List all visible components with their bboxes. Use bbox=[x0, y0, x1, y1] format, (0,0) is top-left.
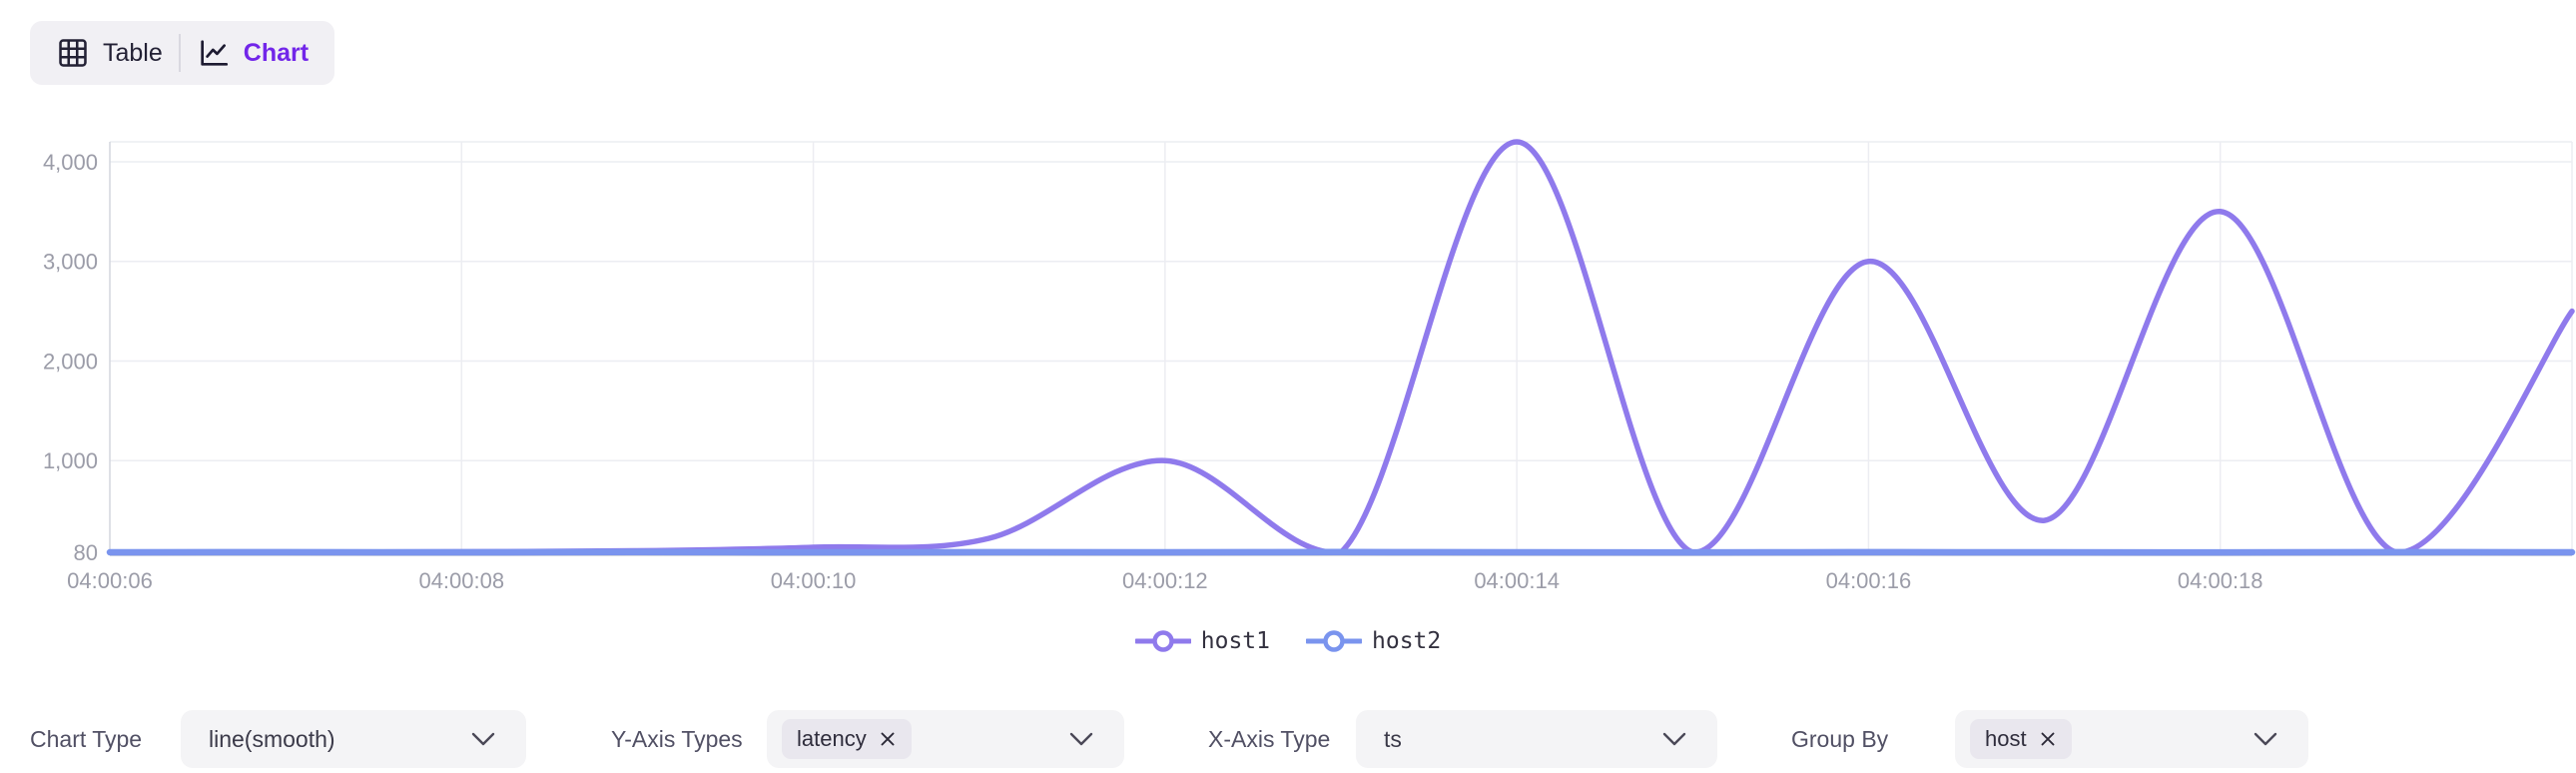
x-tick-label: 04:00:14 bbox=[1474, 568, 1560, 593]
table-view-label: Table bbox=[103, 38, 163, 67]
latency-tag-label: latency bbox=[797, 726, 867, 751]
table-icon bbox=[59, 39, 87, 67]
x-axis-type-label: X-Axis Type bbox=[1208, 726, 1331, 752]
x-tick-label: 04:00:16 bbox=[1826, 568, 1912, 593]
legend-item-host2[interactable]: host2 bbox=[1306, 628, 1441, 654]
x-axis-type-select[interactable]: ts bbox=[1356, 710, 1717, 768]
latency-tag: latency bbox=[782, 719, 912, 759]
chart-type-select[interactable]: line(smooth) bbox=[181, 710, 526, 768]
x-tick-label: 04:00:12 bbox=[1122, 568, 1208, 593]
y-tick-label: 80 bbox=[74, 540, 98, 565]
remove-icon[interactable] bbox=[2039, 730, 2057, 748]
view-toggle: Table Chart bbox=[30, 21, 335, 85]
legend-item-label: host2 bbox=[1372, 628, 1442, 654]
toggle-divider bbox=[178, 34, 181, 72]
host1-line bbox=[107, 139, 2575, 555]
chart-controls: Chart Type line(smooth) Y-Axis Types lat… bbox=[0, 710, 2576, 768]
chevron-down-icon bbox=[1662, 732, 1686, 746]
x-tick-label: 04:00:06 bbox=[67, 568, 153, 593]
remove-icon[interactable] bbox=[879, 730, 897, 748]
y-tick-label: 1,000 bbox=[43, 448, 98, 473]
x-tick-label: 04:00:08 bbox=[418, 568, 504, 593]
y-tick-label: 3,000 bbox=[43, 250, 98, 275]
legend-item-label: host1 bbox=[1200, 628, 1270, 654]
chart-line-icon bbox=[201, 40, 228, 66]
table-view-button[interactable]: Table bbox=[40, 21, 179, 85]
chevron-down-icon bbox=[1069, 732, 1093, 746]
line-chart: 80 1,000 2,000 3,000 4,000 04:00:06 04:00:08 04… bbox=[43, 139, 2576, 593]
legend-line-marker-icon bbox=[1306, 630, 1362, 652]
chart-view-button[interactable]: Chart bbox=[181, 21, 324, 85]
y-tick-label: 4,000 bbox=[43, 150, 98, 175]
x-tick-label: 04:00:10 bbox=[771, 568, 857, 593]
host-tag-label: host bbox=[1985, 726, 2027, 751]
chart-type-label: Chart Type bbox=[30, 726, 143, 752]
y-axis-types-label: Y-Axis Types bbox=[611, 726, 743, 752]
legend-item-host1[interactable]: host1 bbox=[1134, 628, 1270, 654]
chart-view-label: Chart bbox=[243, 38, 310, 67]
chevron-down-icon bbox=[471, 732, 495, 746]
chart-type-value: line(smooth) bbox=[209, 725, 335, 752]
host-tag: host bbox=[1970, 719, 2072, 759]
legend-line-marker-icon bbox=[1134, 630, 1191, 652]
chevron-down-icon bbox=[2254, 732, 2277, 746]
y-tick-label: 2,000 bbox=[43, 349, 98, 374]
group-by-label: Group By bbox=[1791, 726, 1889, 752]
chart-legend: host1 host2 bbox=[0, 621, 2576, 661]
y-axis-types-select[interactable]: latency bbox=[767, 710, 1124, 768]
group-by-select[interactable]: host bbox=[1955, 710, 2308, 768]
x-tick-label: 04:00:18 bbox=[2178, 568, 2263, 593]
x-axis-type-value: ts bbox=[1384, 725, 1402, 752]
